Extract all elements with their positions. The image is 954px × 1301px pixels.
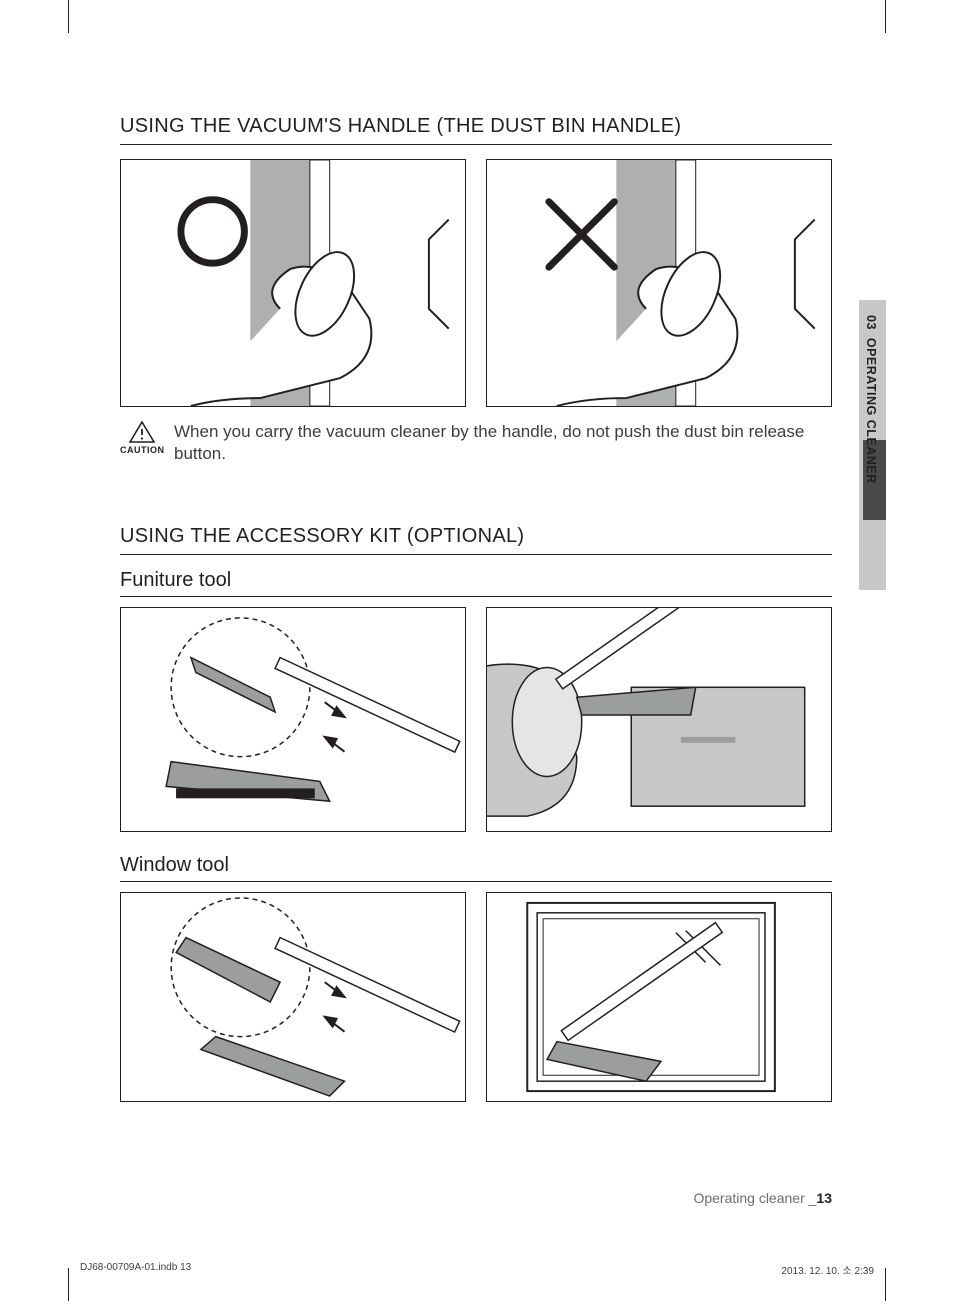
chapter-title: OPERATING CLEANER (864, 338, 878, 484)
section-title-handle: USING THE VACUUM'S HANDLE (THE DUST BIN … (120, 115, 832, 145)
caution-block: CAUTION When you carry the vacuum cleane… (120, 421, 832, 465)
crop-mark (68, 0, 69, 33)
print-file-name: DJ68-00709A-01.indb 13 (80, 1262, 191, 1277)
illustration-handle-incorrect (487, 160, 831, 406)
figure-furniture-attach (120, 607, 466, 832)
caution-label: CAUTION (120, 445, 165, 455)
crop-mark (68, 1268, 69, 1301)
subsection-furniture: Funiture tool (120, 569, 832, 597)
page-footer-label: Operating cleaner _13 (693, 1190, 832, 1206)
figure-handle-correct (120, 159, 466, 407)
caution-text: When you carry the vacuum cleaner by the… (174, 421, 832, 465)
illustration-window-attach (121, 893, 465, 1101)
chapter-side-tab-label: 03 OPERATING CLEANER (864, 315, 878, 484)
caution-icon: CAUTION (120, 421, 164, 455)
section-title-accessory: USING THE ACCESSORY KIT (OPTIONAL) (120, 525, 832, 555)
figure-row-handle (120, 159, 832, 407)
figure-window-use (486, 892, 832, 1102)
figure-row-furniture (120, 607, 832, 832)
print-timestamp: 2013. 12. 10. 소 2:39 (781, 1262, 874, 1277)
footer-page-number: 13 (816, 1190, 832, 1206)
crop-mark (885, 1268, 886, 1301)
subsection-window: Window tool (120, 854, 832, 882)
figure-furniture-use (486, 607, 832, 832)
illustration-furniture-use (487, 608, 831, 831)
chapter-number: 03 (864, 315, 878, 330)
illustration-handle-correct (121, 160, 465, 406)
figure-window-attach (120, 892, 466, 1102)
footer-section: Operating cleaner _ (693, 1190, 816, 1206)
illustration-furniture-attach (121, 608, 465, 831)
illustration-window-use (487, 893, 831, 1101)
crop-mark (885, 0, 886, 33)
figure-handle-incorrect (486, 159, 832, 407)
print-meta-footer: DJ68-00709A-01.indb 13 2013. 12. 10. 소 … (80, 1262, 874, 1277)
page-content: USING THE VACUUM'S HANDLE (THE DUST BIN … (120, 115, 832, 1116)
figure-row-window (120, 892, 832, 1102)
